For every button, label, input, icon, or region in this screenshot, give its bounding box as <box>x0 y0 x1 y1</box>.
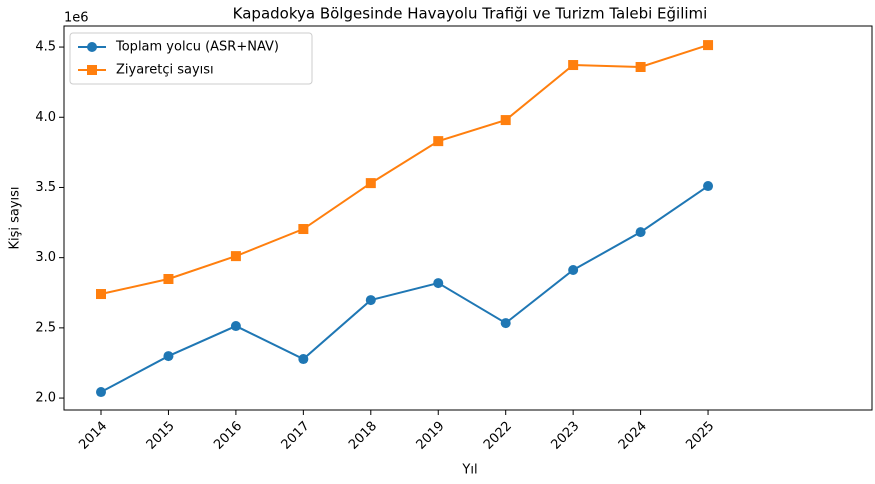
y-tick-label: 3.5 <box>35 180 56 195</box>
marker <box>703 40 714 51</box>
y-tick-label: 4.5 <box>35 40 56 55</box>
marker <box>365 178 376 189</box>
marker <box>87 65 97 75</box>
x-axis-label: Yıl <box>461 463 477 478</box>
marker <box>230 251 241 262</box>
line <box>100 185 709 393</box>
marker <box>500 318 511 329</box>
y-tick-label: 4.0 <box>35 110 56 125</box>
chart-title: Kapadokya Bölgesinde Havayolu Trafiği ve… <box>233 5 708 23</box>
marker <box>568 60 579 71</box>
y-tick-label: 2.5 <box>35 320 56 335</box>
series <box>96 181 714 398</box>
marker <box>635 61 646 72</box>
line <box>100 44 709 296</box>
marker <box>163 351 174 362</box>
marker <box>163 274 174 285</box>
legend-box <box>69 32 313 85</box>
marker <box>87 42 97 52</box>
series <box>96 40 714 300</box>
legend: Toplam yolcu (ASR+NAV) Ziyaretçi sayısı <box>69 32 313 85</box>
y-offset-label: 1e6 <box>64 11 89 26</box>
marker <box>96 387 106 398</box>
marker <box>568 265 579 276</box>
legend-label: Ziyaretçi sayısı <box>116 63 214 78</box>
marker <box>433 278 444 289</box>
marker <box>298 354 309 365</box>
y-tick-label: 2.0 <box>35 391 56 406</box>
marker <box>433 136 444 147</box>
plot-frame <box>63 25 873 411</box>
y-tick-label: 3.0 <box>35 250 56 265</box>
legend-label: Toplam yolcu (ASR+NAV) <box>115 40 279 55</box>
marker <box>703 181 714 192</box>
marker <box>96 289 106 300</box>
marker <box>635 227 646 238</box>
y-axis-label: Kişi sayısı <box>8 186 23 249</box>
marker <box>365 295 376 306</box>
marker <box>500 115 511 126</box>
marker <box>298 224 309 235</box>
marker <box>230 321 241 332</box>
